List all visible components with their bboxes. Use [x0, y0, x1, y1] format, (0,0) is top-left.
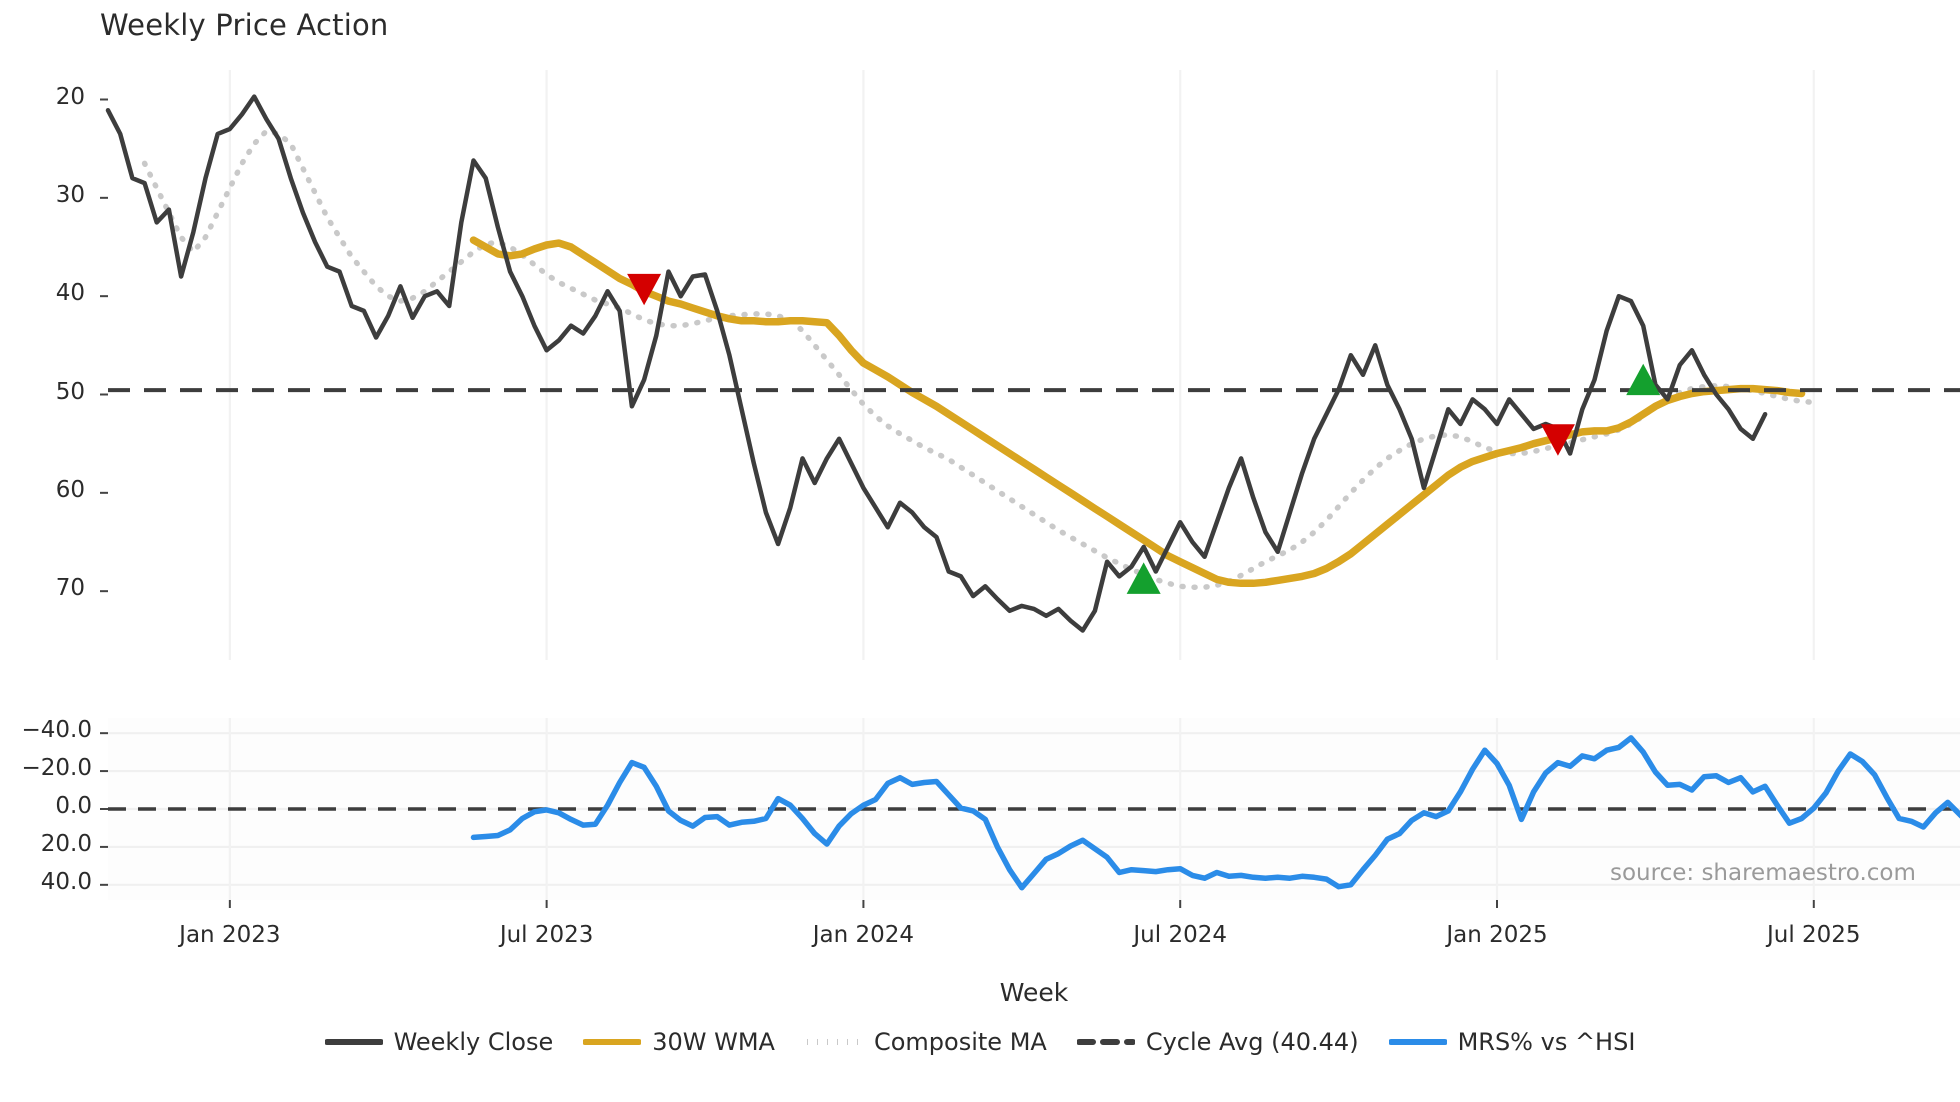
- price-y-tick: 20: [55, 83, 85, 110]
- mrs-y-tick: −20.0: [21, 755, 92, 782]
- price-y-tick: 60: [55, 476, 85, 503]
- legend-swatch-solid-icon: [324, 1031, 383, 1053]
- price-y-tick: 40: [55, 280, 85, 307]
- mrs-y-tick: −40.0: [21, 717, 92, 744]
- chart-title: Weekly Price Action: [100, 8, 389, 42]
- x-tick: Jul 2024: [1133, 922, 1227, 948]
- x-tick: Jan 2025: [1446, 922, 1548, 948]
- series-30w-wma: [469, 236, 1806, 588]
- chart-legend: Weekly Close 30W WMA Composite MA Cycle Avg…: [0, 1028, 1960, 1056]
- price-y-tick: 50: [55, 378, 85, 405]
- legend-label: Composite MA: [873, 1028, 1047, 1056]
- legend-swatch-solid-icon: [583, 1031, 642, 1053]
- source-watermark: source: sharemaestro.com: [1610, 860, 1916, 886]
- legend-label: 30W WMA: [652, 1028, 775, 1056]
- x-tick: Jan 2023: [179, 922, 281, 948]
- x-tick: Jul 2023: [499, 922, 594, 948]
- price-y-tick: 70: [55, 575, 85, 602]
- legend-swatch-dashed-icon: [1076, 1031, 1135, 1053]
- mrs-y-tick: 20.0: [40, 830, 92, 857]
- legend-item[interactable]: Weekly Close: [324, 1028, 554, 1056]
- x-axis-label: Week: [999, 978, 1069, 1007]
- sell-signal-marker: [627, 273, 662, 306]
- price-y-tick: 30: [55, 181, 85, 208]
- sell-signal-marker: [1540, 424, 1575, 456]
- mrs-y-tick: 40.0: [40, 868, 92, 895]
- legend-item[interactable]: MRS% vs ^HSI: [1388, 1028, 1636, 1056]
- legend-label: Cycle Avg (40.44): [1145, 1028, 1359, 1056]
- series-mrs-percent: [470, 735, 1960, 891]
- legend-label: MRS% vs ^HSI: [1457, 1028, 1636, 1056]
- legend-item[interactable]: Composite MA: [805, 1028, 1047, 1056]
- legend-item[interactable]: Cycle Avg (40.44): [1076, 1028, 1359, 1056]
- legend-item[interactable]: 30W WMA: [583, 1028, 775, 1056]
- legend-swatch-solid-icon: [1388, 1031, 1447, 1053]
- mrs-y-tick: 0.0: [55, 793, 92, 819]
- legend-swatch-dotted-icon: [805, 1031, 863, 1053]
- legend-label: Weekly Close: [393, 1028, 554, 1056]
- series-composite-ma: [141, 128, 1817, 590]
- x-tick: Jul 2025: [1766, 922, 1861, 948]
- buy-signal-marker: [1126, 562, 1161, 594]
- buy-signal-marker: [1626, 363, 1661, 396]
- series-weekly-close: [105, 94, 1768, 633]
- x-tick: Jan 2024: [812, 922, 915, 948]
